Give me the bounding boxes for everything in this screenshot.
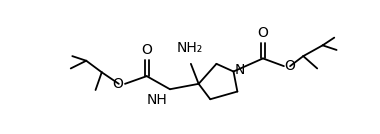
Text: NH₂: NH₂ <box>176 41 203 55</box>
Text: O: O <box>258 26 268 40</box>
Text: O: O <box>141 43 152 57</box>
Text: N: N <box>235 63 245 77</box>
Text: O: O <box>285 59 296 73</box>
Text: O: O <box>112 77 124 91</box>
Text: NH: NH <box>147 93 168 107</box>
